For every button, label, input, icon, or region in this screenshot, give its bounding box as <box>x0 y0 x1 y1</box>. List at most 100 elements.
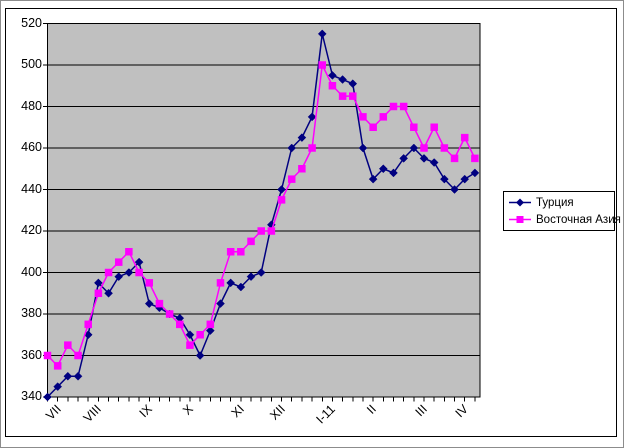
diamond-marker-icon <box>440 174 449 184</box>
legend-diamond-marker-icon <box>509 198 531 207</box>
diamond-marker-icon <box>246 272 256 282</box>
square-marker-icon <box>64 341 72 349</box>
diamond-marker-icon <box>328 71 337 80</box>
diamond-marker-icon <box>195 351 205 360</box>
square-marker-icon <box>155 299 164 308</box>
square-marker-icon <box>206 320 215 329</box>
y-axis-tick-label: 440 <box>21 181 42 196</box>
square-marker-icon <box>460 133 469 142</box>
diamond-marker-icon <box>134 257 144 267</box>
square-marker-icon <box>298 165 306 173</box>
square-marker-icon <box>237 248 245 256</box>
square-marker-icon <box>53 362 62 370</box>
diamond-marker-icon <box>124 268 134 277</box>
diamond-marker-icon <box>399 154 409 163</box>
diamond-marker-icon <box>378 164 388 174</box>
square-marker-icon <box>135 268 143 277</box>
square-marker-icon <box>216 279 225 287</box>
plot-area <box>47 23 481 398</box>
y-axis-tick-label: 420 <box>21 223 42 237</box>
square-marker-icon <box>287 175 296 183</box>
diamond-marker-icon <box>419 154 429 163</box>
series-1 <box>43 61 479 370</box>
square-marker-icon <box>247 237 255 246</box>
diamond-marker-icon <box>185 330 195 340</box>
legend: Турция Восточная Азия <box>503 191 621 231</box>
y-axis-ticks <box>43 23 48 398</box>
square-marker-icon <box>277 196 286 204</box>
square-marker-icon <box>440 144 449 152</box>
x-axis-ticks <box>47 397 476 402</box>
square-marker-icon <box>328 82 337 90</box>
diamond-marker-icon <box>429 158 439 167</box>
y-axis-tick-label: 520 <box>21 15 42 30</box>
y-axis-tick-label: 400 <box>21 264 42 279</box>
square-marker-icon <box>145 279 154 287</box>
series-markers-1 <box>43 61 479 370</box>
diamond-marker-icon <box>104 288 113 298</box>
square-marker-icon <box>389 102 398 111</box>
legend-label: Восточная Азия <box>536 213 621 226</box>
square-marker-icon <box>165 310 174 318</box>
series-0 <box>43 29 480 402</box>
diamond-marker-icon <box>94 278 103 288</box>
diamond-marker-icon <box>144 299 154 308</box>
square-marker-icon <box>84 320 92 329</box>
square-marker-icon <box>74 351 82 360</box>
diamond-marker-icon <box>460 174 470 184</box>
diamond-marker-icon <box>389 168 398 178</box>
diamond-marker-icon <box>216 299 225 308</box>
y-axis-tick-label: 460 <box>21 140 42 154</box>
diamond-marker-icon <box>63 371 73 381</box>
diamond-marker-icon <box>256 268 266 277</box>
legend-entry: Турция <box>504 194 614 211</box>
square-marker-icon <box>257 227 265 235</box>
y-axis-tick-label: 500 <box>21 57 42 71</box>
legend-square-marker-icon <box>509 216 531 223</box>
square-marker-icon <box>450 154 459 163</box>
square-marker-icon <box>114 258 123 266</box>
diamond-marker-icon <box>307 112 317 122</box>
y-axis-tick-label: 480 <box>21 98 42 113</box>
diamond-marker-icon <box>236 282 246 292</box>
y-axis-tick-label: 380 <box>21 306 42 320</box>
square-marker-icon <box>410 123 418 131</box>
square-marker-icon <box>104 268 113 277</box>
diamond-marker-icon <box>205 326 215 335</box>
diamond-marker-icon <box>358 143 368 153</box>
square-marker-icon <box>43 351 52 360</box>
square-marker-icon <box>226 248 235 256</box>
square-marker-icon <box>94 289 103 297</box>
y-axis-tick-label: 340 <box>21 389 42 403</box>
square-marker-icon <box>318 61 327 69</box>
square-marker-icon <box>186 341 194 349</box>
diamond-marker-icon <box>226 278 236 288</box>
square-marker-icon <box>125 248 133 256</box>
diamond-marker-icon <box>114 272 124 282</box>
square-marker-icon <box>338 92 347 100</box>
square-marker-icon <box>267 227 276 235</box>
diamond-marker-icon <box>470 168 480 178</box>
diamond-marker-icon <box>73 371 83 381</box>
legend-label: Турция <box>536 196 574 209</box>
square-marker-icon <box>308 144 316 152</box>
square-marker-icon <box>399 102 408 111</box>
diamond-marker-icon <box>277 185 286 194</box>
square-marker-icon <box>359 113 367 121</box>
diamond-marker-icon <box>287 143 297 153</box>
square-marker-icon <box>379 113 388 121</box>
diamond-marker-icon <box>297 133 307 142</box>
legend-entry: Восточная Азия <box>504 211 621 228</box>
diamond-marker-icon <box>338 75 347 84</box>
square-marker-icon <box>420 144 428 152</box>
series-markers-0 <box>43 29 480 402</box>
chart-frame <box>5 8 617 437</box>
diamond-marker-icon <box>450 185 459 194</box>
diamond-marker-icon <box>43 392 52 402</box>
diamond-marker-icon <box>368 174 378 184</box>
square-marker-icon <box>430 123 438 131</box>
square-marker-icon <box>196 331 204 339</box>
diamond-marker-icon <box>348 79 358 89</box>
